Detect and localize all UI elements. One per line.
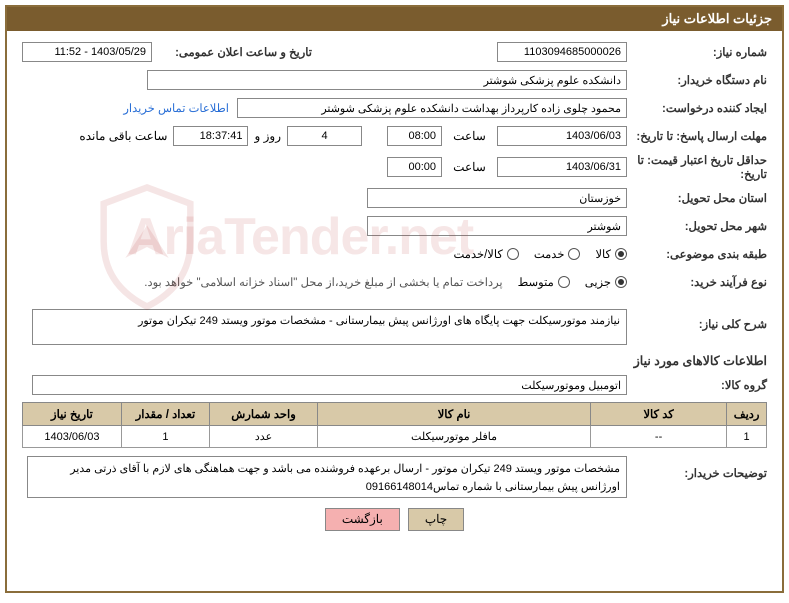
- announce-label: تاریخ و ساعت اعلان عمومی:: [152, 45, 312, 59]
- radio-both[interactable]: کالا/خدمت: [454, 247, 519, 261]
- back-button[interactable]: بازگشت: [325, 508, 400, 531]
- th-date: تاریخ نیاز: [23, 403, 122, 426]
- buyer-org-label: نام دستگاه خریدار:: [627, 73, 767, 87]
- td-date: 1403/06/03: [23, 426, 122, 448]
- min-valid-hour: 00:00: [387, 157, 442, 177]
- radio-goods[interactable]: کالا: [595, 247, 627, 261]
- province-label: استان محل تحویل:: [627, 191, 767, 205]
- hour-label-2: ساعت: [442, 160, 497, 174]
- th-unit: واحد شمارش: [210, 403, 318, 426]
- need-no-label: شماره نیاز:: [627, 45, 767, 59]
- items-section-title: اطلاعات کالاهای مورد نیاز: [22, 353, 767, 368]
- panel-title: جزئیات اطلاعات نیاز: [662, 11, 772, 26]
- buyer-org-value: دانشکده علوم پزشکی شوشتر: [147, 70, 627, 90]
- days-count: 4: [287, 126, 362, 146]
- purchase-type-label: نوع فرآیند خرید:: [627, 275, 767, 289]
- overall-label: شرح کلی نیاز:: [627, 317, 767, 331]
- group-value: اتومبیل وموتورسیکلت: [32, 375, 627, 395]
- days-suffix: روز و: [254, 129, 281, 143]
- th-row: ردیف: [727, 403, 767, 426]
- content-area: شماره نیاز: 1103094685000026 تاریخ و ساع…: [7, 31, 782, 536]
- th-qty: تعداد / مقدار: [121, 403, 209, 426]
- overall-text: نیازمند موتورسیکلت جهت پایگاه های اورژان…: [32, 309, 627, 345]
- td-qty: 1: [121, 426, 209, 448]
- buyer-notes-label: توضیحات خریدار:: [627, 466, 767, 480]
- requester-value: محمود چلوی زاده کارپرداز بهداشت دانشکده …: [237, 98, 627, 118]
- th-code: کد کالا: [591, 403, 727, 426]
- button-bar: چاپ بازگشت: [22, 508, 767, 531]
- hour-label-1: ساعت: [442, 129, 497, 143]
- purchase-type-group: جزیی متوسط: [518, 275, 627, 289]
- province-value: خوزستان: [367, 188, 627, 208]
- main-panel: جزئیات اطلاعات نیاز AriaTender.net شماره…: [5, 5, 784, 593]
- purchase-note: پرداخت تمام یا بخشی از مبلغ خرید،از محل …: [144, 275, 502, 289]
- contact-link[interactable]: اطلاعات تماس خریدار: [123, 101, 229, 115]
- subject-cat-group: کالا خدمت کالا/خدمت: [454, 247, 628, 261]
- table-row: 1 -- مافلر موتورسیکلت عدد 1 1403/06/03: [23, 426, 767, 448]
- radio-medium[interactable]: متوسط: [518, 275, 570, 289]
- print-button[interactable]: چاپ: [408, 508, 464, 531]
- td-code: --: [591, 426, 727, 448]
- requester-label: ایجاد کننده درخواست:: [627, 101, 767, 115]
- remain-suffix: ساعت باقی مانده: [79, 129, 167, 143]
- table-header-row: ردیف کد کالا نام کالا واحد شمارش تعداد /…: [23, 403, 767, 426]
- deadline-date: 1403/06/03: [497, 126, 627, 146]
- panel-header: جزئیات اطلاعات نیاز: [7, 7, 782, 31]
- subject-cat-label: طبقه بندی موضوعی:: [627, 247, 767, 261]
- deadline-hour: 08:00: [387, 126, 442, 146]
- radio-service[interactable]: خدمت: [534, 247, 581, 261]
- td-n: 1: [727, 426, 767, 448]
- th-name: نام کالا: [318, 403, 591, 426]
- items-table: ردیف کد کالا نام کالا واحد شمارش تعداد /…: [22, 402, 767, 448]
- buyer-notes-text: مشخصات موتور ویستد 249 تیکران موتور - ار…: [27, 456, 627, 498]
- time-remaining: 18:37:41: [173, 126, 248, 146]
- group-label: گروه کالا:: [627, 378, 767, 392]
- td-name: مافلر موتورسیکلت: [318, 426, 591, 448]
- radio-partial[interactable]: جزیی: [585, 275, 627, 289]
- td-unit: عدد: [210, 426, 318, 448]
- announce-value: 1403/05/29 - 11:52: [22, 42, 152, 62]
- min-valid-label: حداقل تاریخ اعتبار قیمت: تا تاریخ:: [627, 153, 767, 181]
- deadline-label: مهلت ارسال پاسخ: تا تاریخ:: [627, 129, 767, 143]
- need-no-value: 1103094685000026: [497, 42, 627, 62]
- city-value: شوشتر: [367, 216, 627, 236]
- min-valid-date: 1403/06/31: [497, 157, 627, 177]
- city-label: شهر محل تحویل:: [627, 219, 767, 233]
